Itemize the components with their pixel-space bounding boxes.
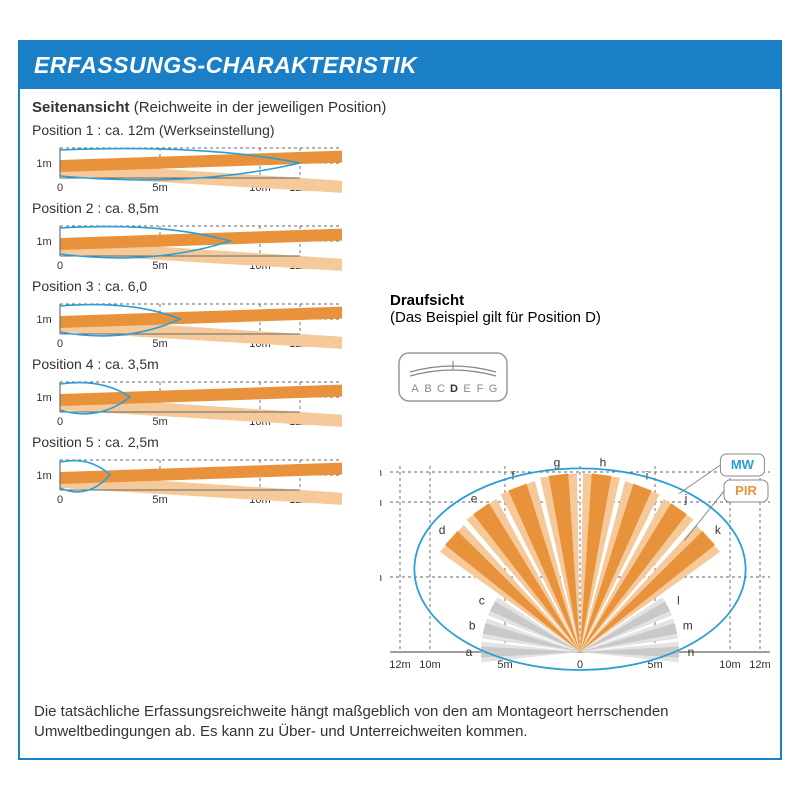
svg-text:5m: 5m (380, 572, 382, 584)
svg-text:12m: 12m (389, 659, 410, 671)
svg-text:10m: 10m (380, 497, 382, 509)
svg-text:A: A (411, 383, 419, 395)
svg-text:E: E (463, 383, 470, 395)
svg-text:g: g (554, 455, 561, 469)
svg-text:i: i (646, 469, 649, 483)
svg-text:MW: MW (731, 457, 755, 472)
svg-text:F: F (477, 383, 484, 395)
svg-text:0: 0 (57, 182, 63, 194)
side-view-svg: 05m10m12m1m (32, 452, 342, 508)
svg-text:B: B (424, 383, 431, 395)
svg-text:j: j (684, 492, 688, 506)
svg-text:10m: 10m (719, 659, 740, 671)
position-label: Position 1 : ca. 12m (Werkseinstellung) (32, 122, 768, 138)
svg-text:1m: 1m (36, 236, 51, 248)
svg-text:1m: 1m (36, 470, 51, 482)
side-view-svg: 05m10m12m1m (32, 140, 342, 196)
svg-text:12m: 12m (380, 467, 382, 479)
title-bar: ERFASSUNGS-CHARAKTERISTIK (20, 42, 780, 89)
side-view-svg: 05m10m12m1m (32, 218, 342, 274)
position-label: Position 2 : ca. 8,5m (32, 200, 768, 216)
svg-text:f: f (511, 469, 515, 483)
top-view-heading: Draufsicht (Das Beispiel gilt für Positi… (390, 292, 790, 326)
side-view-heading: Seitenansicht (Reichweite in der jeweili… (32, 99, 768, 116)
footer-note: Die tatsächliche Erfassungsreichweite hä… (34, 702, 774, 743)
svg-text:a: a (466, 645, 473, 659)
svg-text:C: C (437, 383, 445, 395)
top-view-diagram: 5m10m12m12m10m5m05m10m12mabcdefghijklmnM… (380, 412, 780, 702)
svg-text:5m: 5m (152, 416, 167, 428)
svg-text:0: 0 (57, 494, 63, 506)
side-view-svg: 05m10m12m1m (32, 296, 342, 352)
svg-text:G: G (489, 383, 498, 395)
svg-text:5m: 5m (152, 182, 167, 194)
svg-text:0: 0 (57, 416, 63, 428)
dial-selector-icon: ABCDEFG (398, 352, 508, 402)
svg-text:D: D (450, 383, 458, 395)
svg-text:0: 0 (57, 260, 63, 272)
svg-text:5m: 5m (152, 494, 167, 506)
svg-text:l: l (677, 593, 680, 607)
side-view-svg: 05m10m12m1m (32, 374, 342, 430)
svg-text:5m: 5m (152, 260, 167, 272)
svg-text:10m: 10m (419, 659, 440, 671)
svg-text:b: b (469, 618, 476, 632)
svg-text:1m: 1m (36, 158, 51, 170)
svg-text:1m: 1m (36, 392, 51, 404)
svg-text:d: d (439, 523, 446, 537)
svg-text:12m: 12m (749, 659, 770, 671)
svg-text:k: k (715, 523, 722, 537)
svg-text:m: m (683, 618, 693, 632)
svg-text:1m: 1m (36, 314, 51, 326)
svg-text:PIR: PIR (735, 483, 757, 498)
svg-text:n: n (688, 645, 695, 659)
svg-text:c: c (479, 593, 485, 607)
top-view-block: Draufsicht (Das Beispiel gilt für Positi… (390, 292, 790, 326)
svg-text:5m: 5m (152, 338, 167, 350)
svg-text:0: 0 (57, 338, 63, 350)
svg-text:h: h (600, 455, 607, 469)
main-frame: ERFASSUNGS-CHARAKTERISTIK Seitenansicht … (18, 40, 782, 760)
